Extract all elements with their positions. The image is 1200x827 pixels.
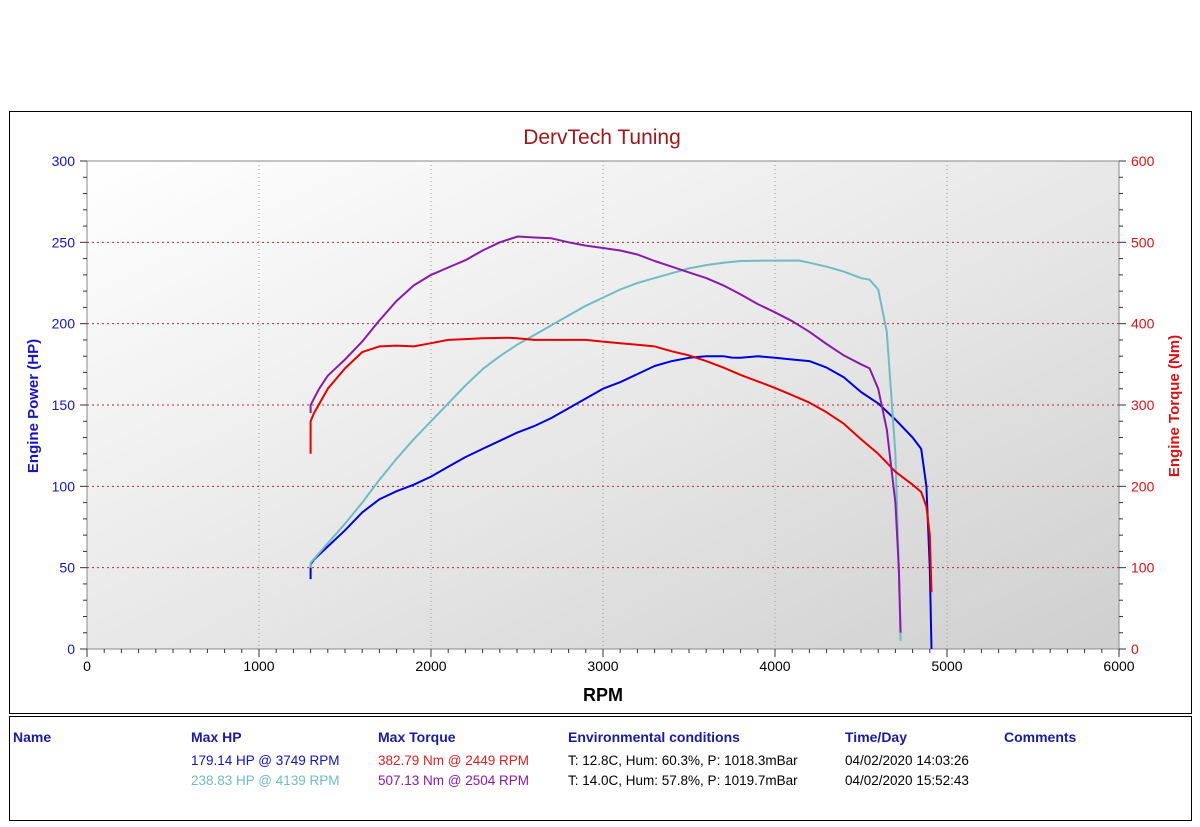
series-lines (309, 235, 933, 650)
series-line-2 (309, 259, 902, 641)
dyno-chart-frame: DervTech Tuning 0 1000 2000 3000 4000 5000 600… (9, 111, 1192, 714)
run2-env-conditions: T: 14.0C, Hum: 57.8%, P: 1019.7mBar (568, 773, 798, 788)
series-line-1 (309, 355, 933, 650)
left-tick-label: 300 (52, 153, 76, 169)
run2-time-day: 04/02/2020 15:52:43 (845, 773, 969, 788)
axis-ticks (80, 160, 1126, 657)
right-tick-label: 500 (1131, 234, 1155, 250)
header-env-conditions: Environmental conditions (568, 729, 740, 745)
run1-max-torque: 382.79 Nm @ 2449 RPM (378, 753, 530, 768)
x-tick-label: 3000 (587, 658, 618, 674)
left-axis-label: Engine Power (HP) (25, 339, 42, 473)
x-tick-label: 2000 (415, 658, 446, 674)
header-max-hp: Max HP (191, 729, 242, 745)
grid-lines (87, 161, 1119, 649)
series-line-4 (309, 235, 902, 633)
left-tick-label: 0 (67, 641, 75, 657)
left-tick-label: 50 (59, 560, 75, 576)
header-name: Name (13, 729, 52, 745)
right-tick-label: 0 (1131, 641, 1139, 657)
right-tick-label: 600 (1131, 153, 1155, 169)
chart-title: DervTech Tuning (523, 126, 681, 149)
run1-time-day: 04/02/2020 14:03:26 (845, 753, 969, 768)
run1-env-conditions: T: 12.8C, Hum: 60.3%, P: 1018.3mBar (568, 753, 798, 768)
right-axis-label: Engine Torque (Nm) (1166, 335, 1183, 477)
x-tick-label: 1000 (243, 658, 274, 674)
x-axis-label: RPM (583, 685, 623, 705)
dyno-chart: DervTech Tuning 0 1000 2000 3000 4000 5000 600… (25, 126, 1183, 705)
right-tick-label: 300 (1131, 397, 1155, 413)
x-tick-label: 6000 (1103, 658, 1134, 674)
right-tick-label: 100 (1131, 560, 1155, 576)
right-tick-label: 400 (1131, 316, 1155, 332)
left-tick-label: 100 (52, 478, 76, 494)
header-comments: Comments (1004, 729, 1077, 745)
x-tick-label: 5000 (931, 658, 962, 674)
tick-labels: 0 1000 2000 3000 4000 5000 6000050100150200250… (52, 153, 1155, 674)
x-tick-label: 0 (83, 658, 91, 674)
header-time-day: Time/Day (845, 729, 907, 745)
left-tick-label: 250 (52, 234, 76, 250)
run2-max-hp: 238.83 HP @ 4139 RPM (191, 773, 340, 788)
series-line-3 (309, 336, 933, 593)
run2-max-torque: 507.13 Nm @ 2504 RPM (378, 773, 530, 788)
x-tick-label: 4000 (759, 658, 790, 674)
run1-max-hp: 179.14 HP @ 3749 RPM (191, 753, 340, 768)
left-tick-label: 200 (52, 316, 76, 332)
left-tick-label: 150 (52, 397, 76, 413)
header-max-torque: Max Torque (378, 729, 456, 745)
run-info-panel: Name Max HP Max Torque Environmental con… (9, 716, 1192, 821)
right-tick-label: 200 (1131, 478, 1155, 494)
